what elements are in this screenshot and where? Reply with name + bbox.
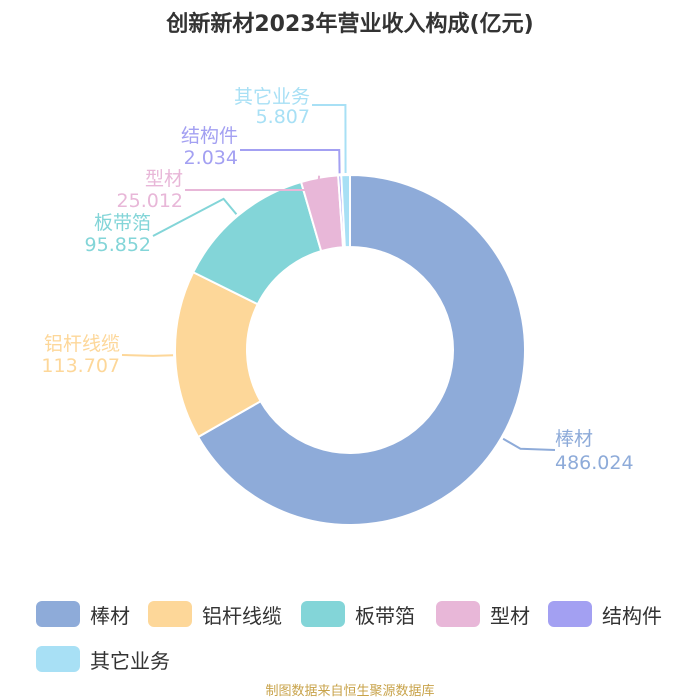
legend-label: 板带箔: [355, 603, 415, 628]
legend-item[interactable]: 铝杆线缆: [148, 600, 282, 628]
legend-swatch: [436, 601, 480, 627]
legend-item[interactable]: 结构件: [548, 600, 662, 628]
slice-0[interactable]: [196, 173, 526, 526]
source-note: 制图数据来自恒生聚源数据库: [265, 684, 435, 699]
leader-line-0: [502, 437, 556, 451]
slice-value-label: 113.707: [41, 355, 120, 377]
slice-value-label: 5.807: [256, 106, 310, 128]
slice-name-label: 型材: [145, 168, 183, 190]
leader-line-2: [152, 197, 238, 237]
slice-value-label: 2.034: [184, 147, 238, 169]
slice-name-label: 结构件: [181, 125, 238, 147]
legend-item[interactable]: 型材: [436, 600, 530, 628]
legend-label: 其它业务: [90, 648, 170, 673]
legend-label: 铝杆线缆: [202, 603, 282, 628]
leader-line-4: [240, 149, 341, 174]
chart-title: 创新新材2023年营业收入构成(亿元): [166, 12, 534, 37]
legend-label: 结构件: [602, 603, 662, 628]
leader-line-3: [185, 175, 321, 191]
slice-name-label: 板带箔: [94, 212, 151, 234]
leader-line-5: [312, 104, 347, 174]
slice-name-label: 其它业务: [234, 86, 310, 108]
slice-value-label: 95.852: [85, 234, 151, 256]
leader-line-1: [121, 354, 174, 357]
legend-swatch: [36, 601, 80, 627]
slice-5[interactable]: [340, 173, 351, 249]
slice-value-label: 486.024: [555, 452, 634, 474]
slice-value-label: 25.012: [117, 190, 183, 212]
slice-name-label: 铝杆线缆: [44, 333, 120, 355]
legend-swatch: [548, 601, 592, 627]
legend-swatch: [148, 601, 192, 627]
legend-item[interactable]: 板带箔: [301, 600, 415, 628]
legend-item[interactable]: 棒材: [36, 600, 130, 628]
legend-label: 型材: [490, 603, 530, 628]
legend-label: 棒材: [90, 603, 130, 628]
slice-name-label: 棒材: [555, 428, 593, 450]
legend-swatch: [301, 601, 345, 627]
legend-item[interactable]: 其它业务: [36, 645, 170, 673]
legend-swatch: [36, 646, 80, 672]
